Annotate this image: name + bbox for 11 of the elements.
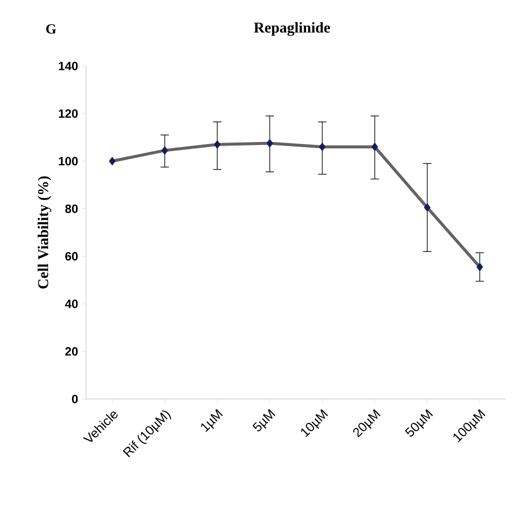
y-tick-label: 40 bbox=[65, 300, 78, 308]
text: G bbox=[46, 24, 56, 34]
y-tick-label: 100 bbox=[58, 156, 78, 166]
y-tick-label: 120 bbox=[58, 109, 78, 118]
y-tick-label: 80 bbox=[65, 204, 78, 213]
y-tick-label: 20 bbox=[65, 347, 78, 356]
y-axis-title: Cell Viability (%) bbox=[38, 176, 52, 289]
y-tick-label: 0 bbox=[72, 394, 78, 404]
chart-title: Repaglinide bbox=[254, 22, 330, 36]
y-tick-label: 140 bbox=[58, 62, 78, 70]
y-tick-label: 60 bbox=[65, 252, 78, 261]
